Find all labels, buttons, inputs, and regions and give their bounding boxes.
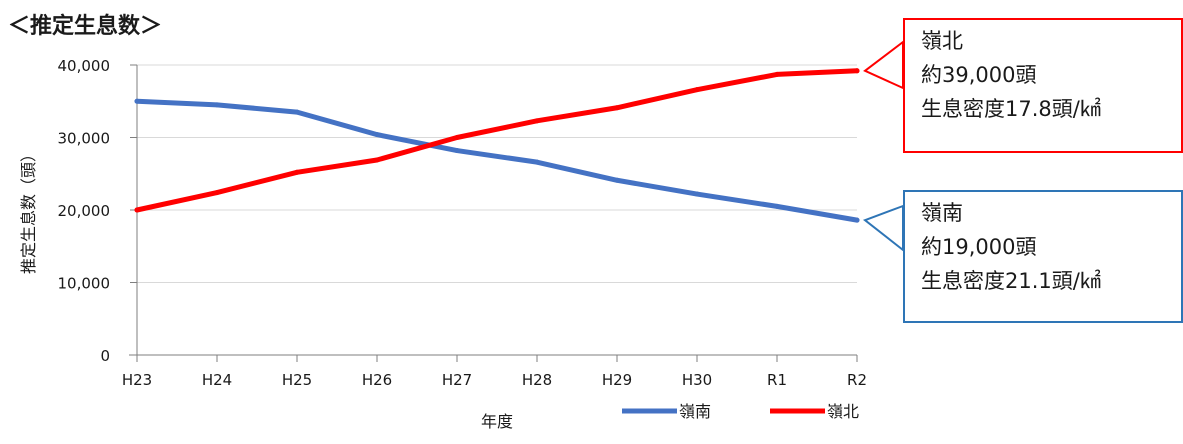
data-point (214, 190, 220, 196)
data-point (694, 87, 700, 93)
grid-lines (137, 64, 857, 283)
callout-south-line-3: 生息密度21.1頭/㎢ (921, 269, 1101, 293)
callout-pointer (862, 204, 904, 253)
y-tick-label: 0 (100, 347, 110, 365)
series-line-嶺北 (134, 68, 860, 213)
data-point (374, 132, 380, 138)
callout-pointers (862, 39, 904, 253)
x-tick-label: H24 (202, 371, 232, 389)
data-point (854, 217, 860, 223)
x-tick-label: H28 (522, 371, 552, 389)
y-tick-label: 40,000 (58, 57, 111, 75)
y-tick-label: 20,000 (58, 202, 111, 220)
axes: 0 10,000 20,000 30,000 40,000 H23 H24 H25 H26 H27… (58, 57, 867, 389)
x-tick-label: R2 (847, 371, 867, 389)
x-tick-label: H25 (282, 371, 312, 389)
data-point (294, 169, 300, 175)
data-point (374, 157, 380, 163)
callout-pointer (863, 39, 904, 90)
data-point (614, 105, 620, 111)
data-point (294, 109, 300, 115)
data-point (534, 118, 540, 124)
data-point (454, 148, 460, 154)
legend-label: 嶺南 (679, 402, 711, 421)
data-point (774, 203, 780, 209)
data-point (454, 135, 460, 140)
callout-north-line-2: 約39,000頭 (921, 63, 1037, 87)
series-lines (134, 68, 860, 223)
x-tick-label: R1 (767, 371, 787, 389)
data-point (134, 207, 140, 213)
callout-north-line-3: 生息密度17.8頭/㎢ (921, 97, 1101, 121)
y-axis-title: 推定生息数（頭） (19, 146, 38, 274)
y-tick-label: 10,000 (58, 275, 111, 293)
data-point (214, 102, 220, 108)
callout-south: 嶺南 約19,000頭 生息密度21.1頭/㎢ (903, 190, 1183, 323)
x-tick-label: H23 (122, 371, 152, 389)
x-tick-label: H26 (362, 371, 392, 389)
legend-label: 嶺北 (827, 402, 859, 421)
data-point (534, 159, 540, 165)
data-point (774, 71, 780, 77)
data-point (694, 191, 700, 197)
y-tick-label: 30,000 (58, 130, 111, 148)
x-tick-label: H27 (442, 371, 472, 389)
data-point (614, 177, 620, 183)
x-tick-label: H29 (602, 371, 632, 389)
page-title: ＜推定生息数＞ (8, 14, 163, 39)
data-point (134, 98, 140, 104)
x-tick-label: H30 (682, 371, 712, 389)
callout-south-line-1: 嶺南 (921, 201, 963, 225)
series-line-嶺南 (134, 98, 860, 223)
x-axis-title: 年度 (481, 412, 513, 431)
data-point (854, 68, 860, 74)
legend: 嶺南 嶺北 (622, 402, 859, 421)
callout-north-line-1: 嶺北 (921, 29, 963, 53)
callout-south-line-2: 約19,000頭 (921, 235, 1037, 259)
callout-north: 嶺北 約39,000頭 生息密度17.8頭/㎢ (903, 18, 1183, 153)
